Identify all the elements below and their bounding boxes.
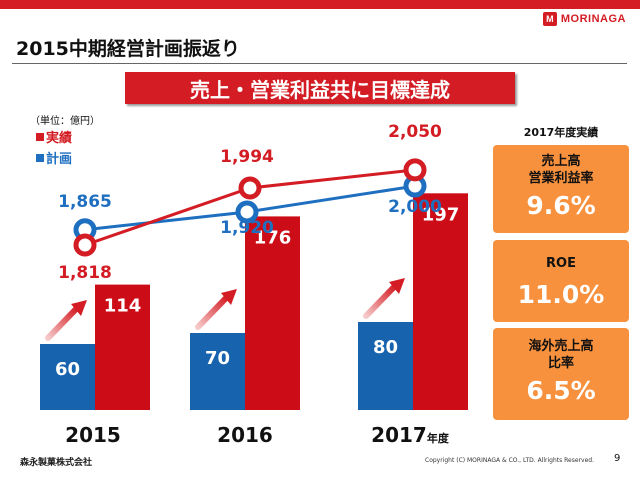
kpi-box-overseas-ratio: 海外売上高 比率 6.5% bbox=[493, 328, 629, 420]
bar-plan bbox=[358, 322, 413, 410]
logo-text: MORINAGA bbox=[560, 13, 626, 25]
kpi-label: 売上高 bbox=[541, 154, 581, 169]
line-actual-value-label: 2,050 bbox=[388, 122, 442, 142]
kpi-label: 海外売上高 bbox=[528, 339, 594, 354]
line-plan-value-label: 1,920 bbox=[220, 218, 274, 238]
page-number: 9 bbox=[614, 453, 621, 464]
unit-label: （単位：億円） bbox=[30, 116, 100, 127]
line-actual-point bbox=[73, 233, 97, 257]
line-plan-point bbox=[235, 200, 259, 224]
logo-mark-icon: M bbox=[542, 12, 557, 26]
bar-actual-value-label: 176 bbox=[254, 227, 292, 248]
top-accent-bar bbox=[0, 0, 640, 9]
growth-arrow-icon bbox=[195, 294, 230, 330]
legend-swatch-plan bbox=[36, 153, 44, 162]
results-panel-title: 2017年度実績 bbox=[523, 126, 599, 139]
line-actual-point bbox=[238, 176, 262, 200]
page-title: 2015中期経営計画振返り bbox=[16, 38, 240, 60]
legend-label-plan: 計画 bbox=[46, 152, 73, 167]
bar-actual bbox=[95, 284, 150, 410]
growth-arrow-head-icon bbox=[221, 289, 237, 305]
growth-arrow-head-icon bbox=[71, 300, 87, 316]
kpi-box-operating-margin: 売上高 営業利益率 9.6% bbox=[493, 145, 629, 233]
bar-plan bbox=[40, 344, 95, 410]
line-actual-value-label: 1,994 bbox=[220, 147, 274, 167]
legend-item-actual: 実績 bbox=[36, 127, 72, 146]
growth-arrow-icon bbox=[363, 283, 398, 319]
bar-plan-value-label: 80 bbox=[373, 337, 398, 358]
category-label: 2017年度 bbox=[371, 423, 450, 447]
kpi-box-roe: ROE 11.0% bbox=[493, 240, 629, 322]
bar-actual-value-label: 114 bbox=[104, 296, 142, 317]
legend-item-plan: 計画 bbox=[36, 148, 72, 167]
legend-swatch-actual bbox=[36, 132, 44, 141]
title-divider bbox=[12, 63, 627, 64]
bar-actual bbox=[245, 216, 300, 410]
bar-actual bbox=[413, 193, 468, 410]
line-actual-value-label: 1,818 bbox=[58, 263, 112, 283]
bar-plan-value-label: 60 bbox=[55, 359, 80, 380]
company-logo: M MORINAGA bbox=[542, 12, 626, 26]
bar-actual-value-label: 197 bbox=[422, 204, 460, 225]
kpi-label: 比率 bbox=[547, 356, 574, 371]
kpi-value: 9.6% bbox=[526, 191, 596, 220]
legend-label-actual: 実績 bbox=[46, 131, 73, 146]
headline-banner: 売上・営業利益共に目標達成 bbox=[125, 72, 515, 104]
kpi-label: 営業利益率 bbox=[528, 171, 594, 186]
kpi-value: 6.5% bbox=[526, 376, 596, 405]
footer-copyright: Copyright (C) MORINAGA & CO., LTD. Allri… bbox=[425, 457, 594, 464]
category-label: 2015 bbox=[65, 423, 121, 447]
kpi-label: ROE bbox=[546, 256, 576, 271]
bar-plan bbox=[190, 333, 245, 410]
kpi-value: 11.0% bbox=[517, 280, 605, 309]
footer-company: 森永製菓株式会社 bbox=[20, 458, 93, 468]
bar-plan-value-label: 70 bbox=[205, 348, 230, 369]
line-plan-value-label: 2,000 bbox=[388, 197, 442, 217]
line-plan-value-label: 1,865 bbox=[58, 192, 112, 212]
category-suffix: 年度 bbox=[427, 431, 450, 445]
category-label: 2016 bbox=[217, 423, 273, 447]
growth-arrow-icon bbox=[45, 305, 80, 341]
growth-arrow-head-icon bbox=[389, 278, 405, 294]
line-actual-point bbox=[403, 158, 427, 182]
